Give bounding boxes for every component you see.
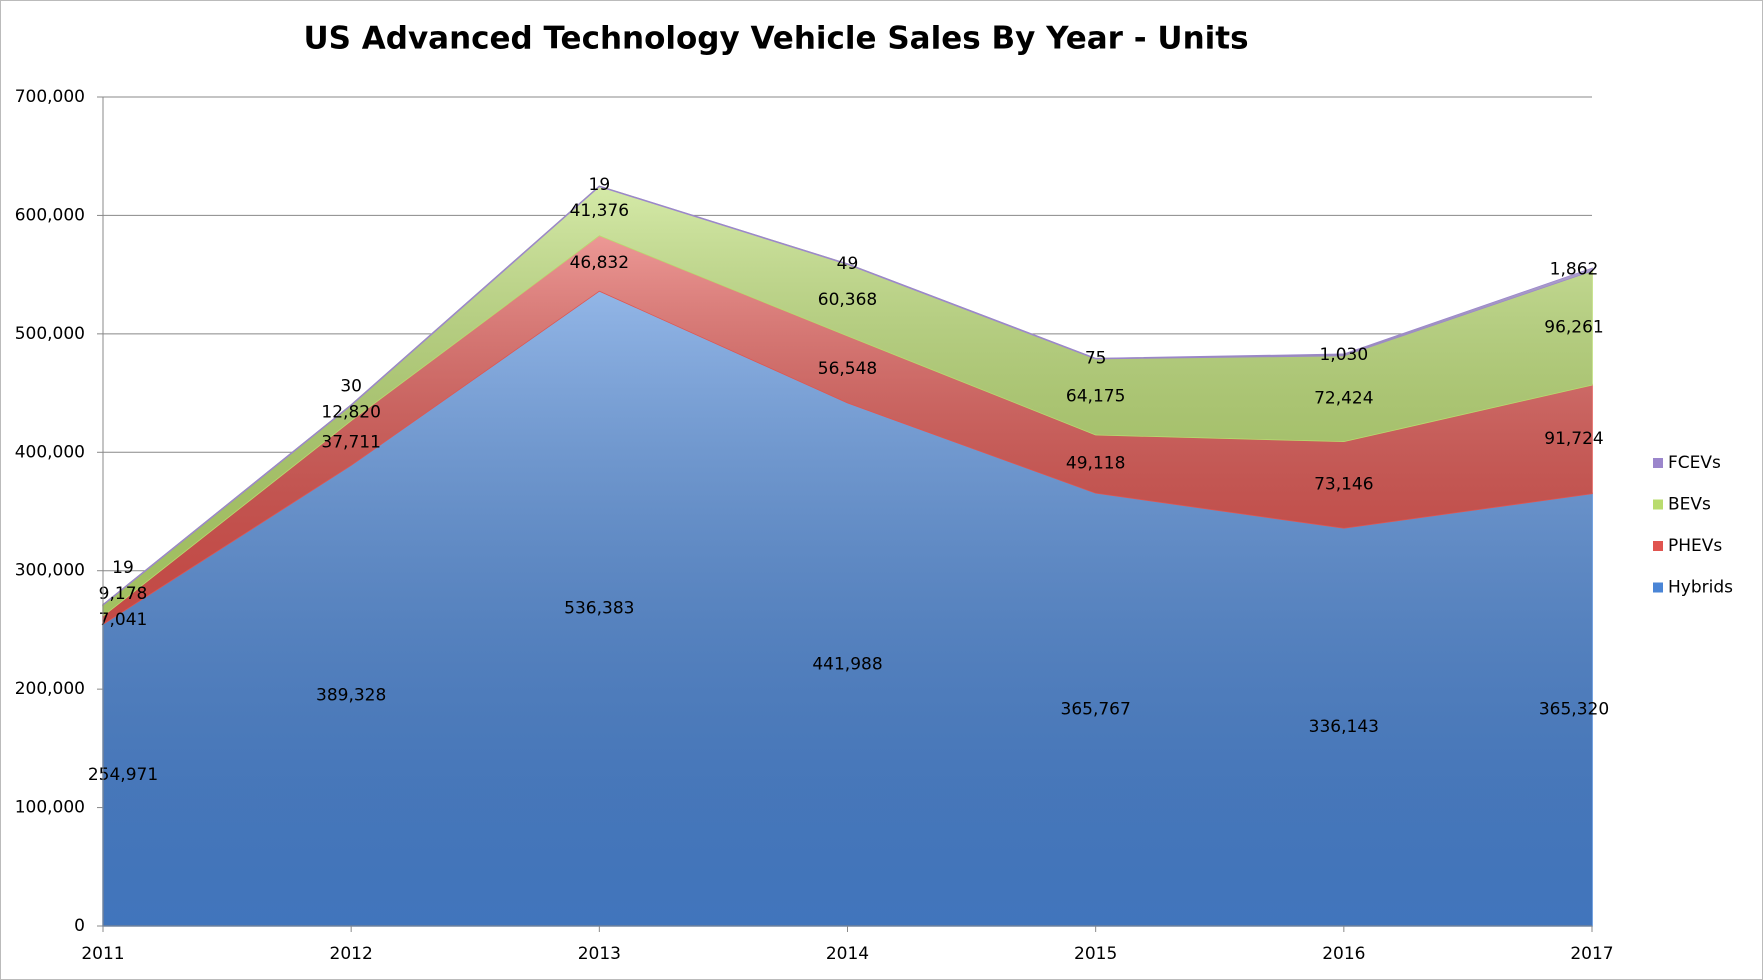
x-tick-label: 2015 [1074,944,1117,964]
area-shade [103,235,1592,625]
legend-label: PHEVs [1668,536,1722,556]
data-label: 254,971 [88,765,158,785]
data-label: 49 [837,254,859,274]
x-tick-label: 2011 [81,944,124,964]
legend-swatch [1653,458,1663,468]
data-label: 19 [112,558,134,578]
x-tick-label: 2016 [1322,944,1365,964]
data-label: 46,832 [570,253,629,273]
y-tick-label: 300,000 [15,561,85,581]
legend-label: FCEVs [1668,453,1721,473]
data-label: 30 [340,377,362,397]
x-tick-label: 2012 [330,944,373,964]
data-label: 60,368 [818,290,877,310]
data-label: 73,146 [1314,475,1373,495]
data-label: 12,820 [321,403,380,423]
legend-swatch [1653,541,1663,551]
data-label: 19 [589,175,611,195]
data-label: 96,261 [1544,318,1603,338]
data-label: 365,767 [1061,699,1131,719]
data-label: 72,424 [1314,388,1373,408]
data-label: 37,711 [321,433,380,453]
area-shade [103,186,1592,616]
data-label: 536,383 [564,598,634,618]
y-tick-label: 500,000 [15,324,85,344]
data-label: 389,328 [316,685,386,705]
data-label: 75 [1085,349,1107,369]
chart-title: US Advanced Technology Vehicle Sales By … [303,21,1248,57]
data-label: 64,175 [1066,387,1125,407]
y-tick-label: 700,000 [15,87,85,107]
data-label: 336,143 [1309,717,1379,737]
y-tick-label: 400,000 [15,442,85,462]
legend-label: Hybrids [1668,578,1733,598]
y-tick-label: 100,000 [15,798,85,818]
area-shade [103,290,1592,926]
data-label: 365,320 [1539,700,1609,720]
data-label: 7,041 [99,610,148,630]
legend-swatch [1653,582,1663,593]
y-tick-label: 600,000 [15,205,85,225]
data-label: 91,724 [1544,429,1603,449]
data-label: 441,988 [812,654,882,674]
legend-label: BEVs [1668,495,1711,515]
x-tick-label: 2014 [826,944,869,964]
x-tick-label: 2017 [1570,944,1613,964]
data-label: 56,548 [818,359,877,379]
x-tick-label: 2013 [578,944,621,964]
data-label: 49,118 [1066,454,1125,474]
y-tick-label: 0 [74,916,85,936]
y-tick-label: 200,000 [15,679,85,699]
data-label: 9,178 [99,584,148,604]
legend-swatch [1653,499,1663,510]
data-label: 41,376 [570,201,629,221]
data-label: 1,030 [1319,345,1368,365]
data-label: 1,862 [1550,260,1599,280]
